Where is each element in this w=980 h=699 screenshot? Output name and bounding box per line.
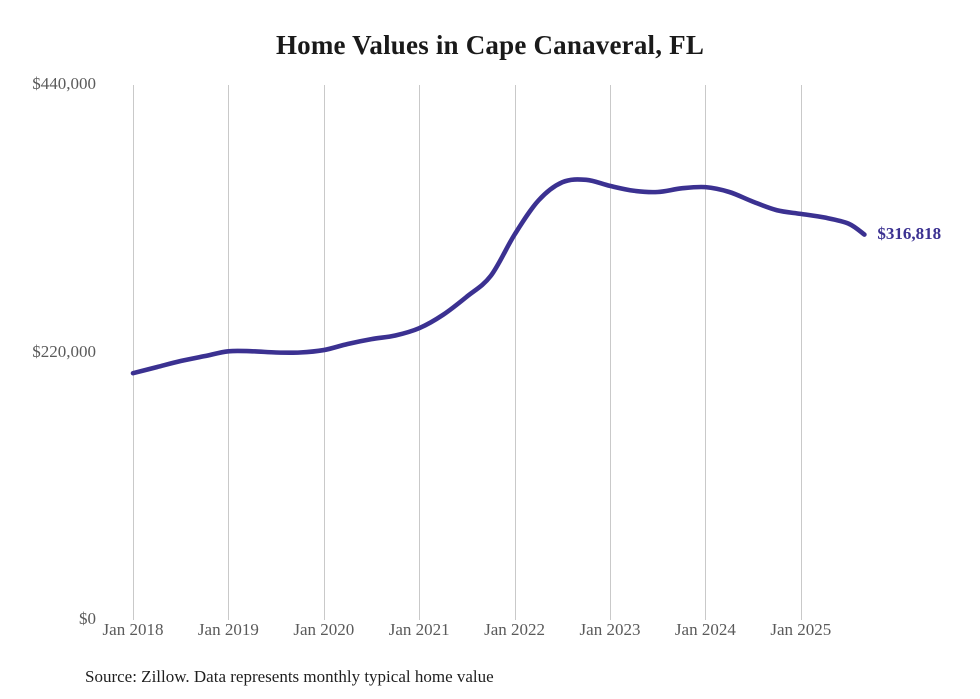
x-tick-jan-2020: Jan 2020 (293, 620, 355, 639)
x-tick-jan-2024: Jan 2024 (674, 620, 736, 639)
end-value-label: $316,818 (877, 223, 942, 243)
gridline-jan-2018 (133, 85, 134, 620)
x-tick-jan-2021: Jan 2021 (388, 620, 450, 639)
gridline-jan-2022 (514, 85, 516, 620)
x-tick-jan-2022: Jan 2022 (484, 620, 546, 639)
x-tick-jan-2018: Jan 2018 (102, 620, 164, 639)
gridline-jan-2023 (610, 85, 611, 620)
gridline-jan-2024 (705, 85, 707, 620)
y-tick-0: $0 (79, 609, 96, 628)
source-note: Source: Zillow. Data represents monthly … (85, 667, 494, 686)
y-tick-440000: $440,000 (32, 74, 96, 93)
x-tick-jan-2019: Jan 2019 (197, 620, 259, 639)
x-tick-jan-2025: Jan 2025 (770, 620, 832, 639)
chart-title: Home Values in Cape Canaveral, FL (275, 30, 705, 60)
gridline-jan-2020 (323, 85, 325, 620)
y-tick-220000: $220,000 (32, 341, 96, 361)
x-tick-jan-2023: Jan 2023 (579, 620, 641, 639)
y-axis-tick-labels: $0 $220,000 $440,000 (0, 0, 96, 699)
gridline-jan-2025 (800, 85, 802, 620)
gridline-jan-2021 (419, 85, 421, 620)
gridline-jan-2019 (228, 85, 230, 620)
